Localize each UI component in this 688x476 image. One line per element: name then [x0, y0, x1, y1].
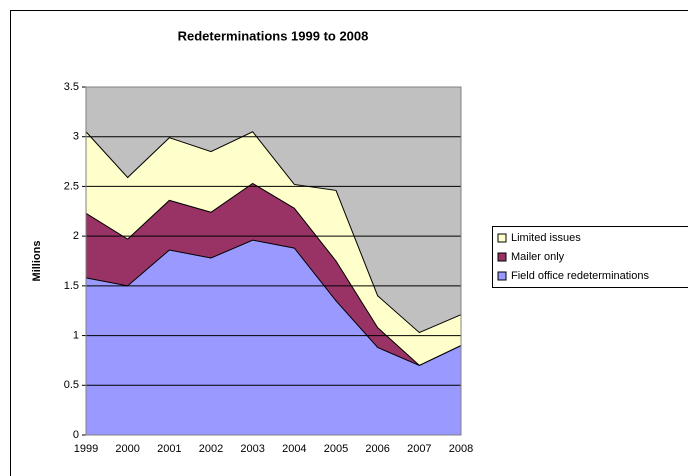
y-tick-label: 1 — [73, 329, 79, 341]
area-edge — [85, 239, 462, 366]
y-tick-label: 1.5 — [64, 280, 79, 292]
legend-box — [492, 226, 688, 288]
y-tick-label: 0.5 — [64, 379, 79, 391]
legend-label: Mailer only — [511, 251, 565, 263]
x-tick-label: 2006 — [365, 443, 389, 455]
area-edge — [85, 131, 462, 334]
plot-border — [85, 86, 462, 436]
y-tick-label: 2.5 — [64, 180, 79, 192]
x-tick-label: 2007 — [407, 443, 431, 455]
x-tick-label: 2004 — [282, 443, 306, 455]
area-fill — [86, 240, 461, 435]
area-fill — [86, 183, 461, 366]
x-tick-label: 1999 — [74, 443, 98, 455]
area-fill — [86, 131, 461, 366]
legend-label: Field office redeterminations — [511, 270, 649, 282]
legend: Limited issues Mailer only Field office re… — [492, 226, 688, 288]
y-axis-label: Millions — [31, 241, 43, 282]
legend-swatch — [497, 271, 507, 281]
x-tick-label: 2002 — [199, 443, 223, 455]
x-tick-label: 2008 — [449, 443, 473, 455]
x-tick-label: 2005 — [324, 443, 348, 455]
legend-swatch — [497, 233, 507, 243]
y-tick-label: 2 — [73, 230, 79, 242]
x-tick-label: 2003 — [240, 443, 264, 455]
y-tick-label: 0 — [73, 429, 79, 441]
x-tick-label: 2000 — [115, 443, 139, 455]
y-tick-label: 3.5 — [64, 81, 79, 93]
x-tick-label: 2001 — [157, 443, 181, 455]
chart-title: Redeterminations 1999 to 2008 — [178, 28, 369, 43]
area-edge — [85, 182, 462, 366]
y-tick-label: 3 — [73, 131, 79, 143]
legend-label: Limited issues — [511, 232, 581, 244]
legend-swatch — [497, 252, 507, 262]
